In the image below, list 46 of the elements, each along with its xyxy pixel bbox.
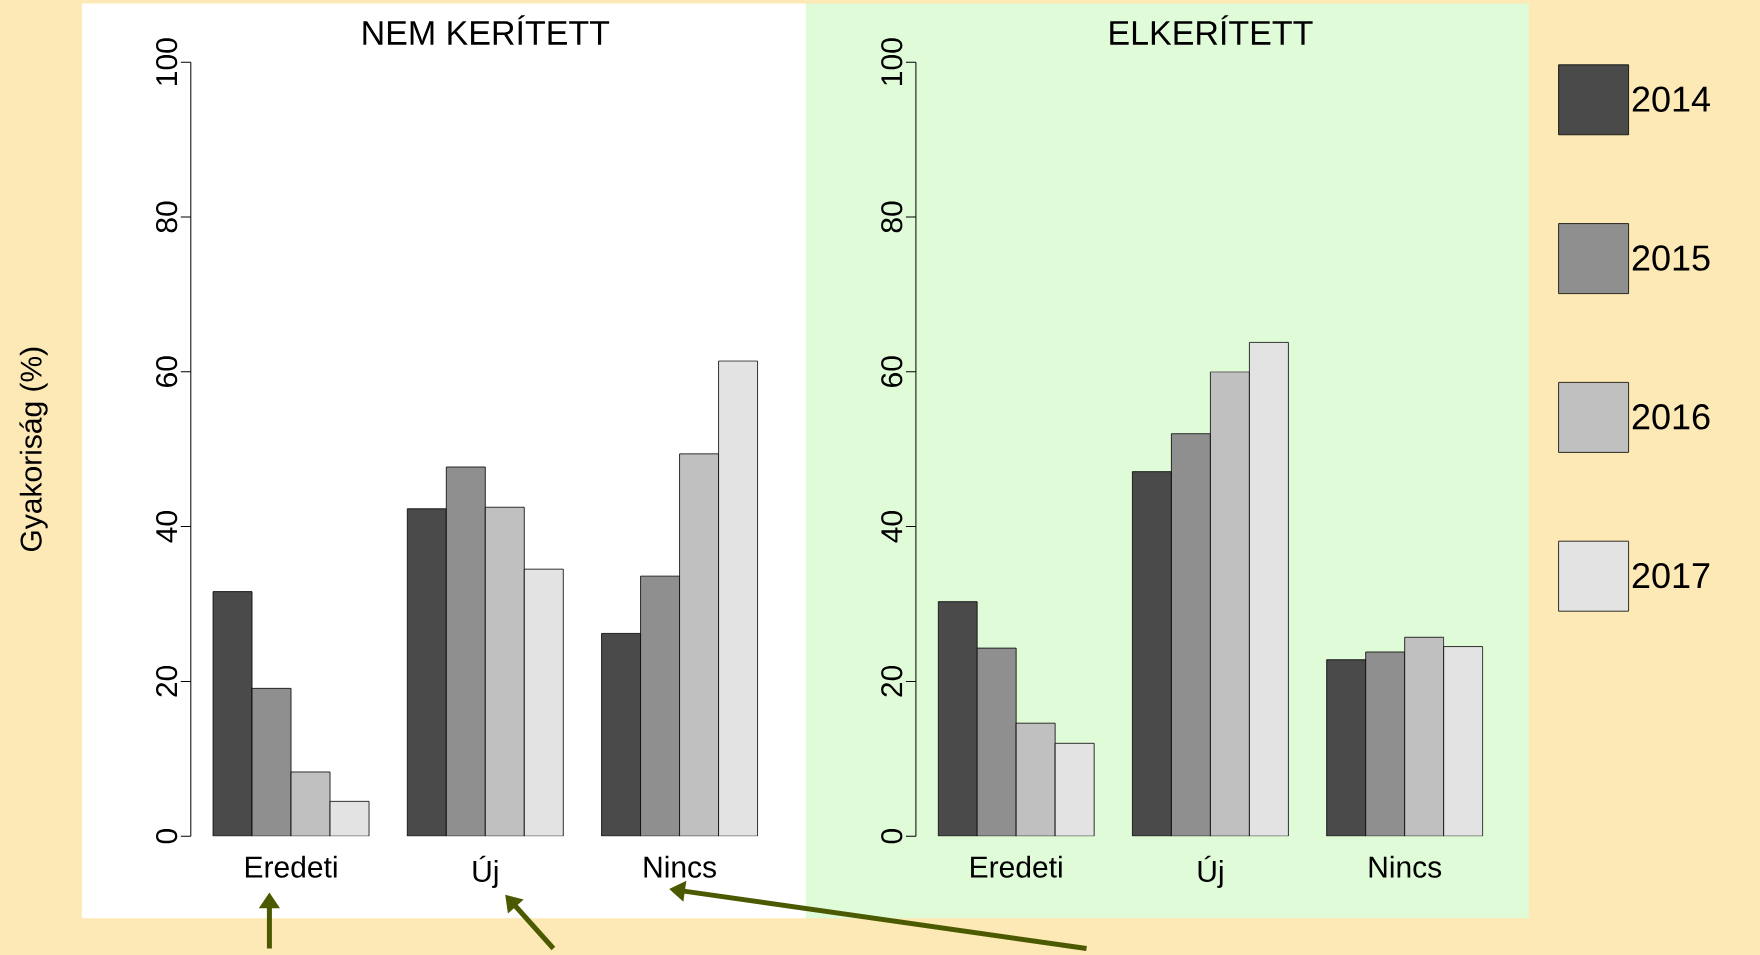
bar: [1365, 651, 1406, 837]
bar: [679, 453, 719, 837]
bar: [640, 575, 680, 837]
bar: [213, 591, 253, 837]
chart-title: NEM KERÍTETT: [363, 15, 610, 45]
legend-label: 2016: [1632, 404, 1710, 430]
y-axis-title: Gyakoriság (%): [19, 347, 48, 552]
bar: [601, 633, 641, 837]
bar: [1443, 646, 1484, 837]
y-tick-label: 100: [881, 38, 903, 85]
bar: [1015, 722, 1056, 837]
y-tick-label: 60: [881, 356, 903, 387]
y-tick-label: 40: [881, 511, 903, 543]
x-tick-label: Eredeti: [971, 855, 1062, 878]
y-tick-label: 20: [156, 665, 178, 697]
y-tick-label: 20: [881, 665, 903, 697]
bar: [524, 569, 564, 837]
y-tick-label: 0: [156, 829, 178, 844]
bar: [1404, 636, 1445, 837]
x-tick-label: Eredeti: [245, 855, 337, 878]
x-tick-label: Új: [473, 855, 498, 888]
bar: [291, 771, 331, 837]
bar: [718, 360, 758, 837]
y-tick-label: 40: [156, 511, 178, 543]
y-tick-label: 100: [156, 38, 178, 85]
bar: [330, 801, 370, 837]
bar: [976, 647, 1017, 837]
chart-title: ELKERÍTETT: [1110, 15, 1313, 45]
x-tick-label: Nincs: [1369, 855, 1442, 878]
bar: [485, 507, 525, 837]
legend-label: 2017: [1632, 562, 1710, 589]
bar: [1249, 341, 1289, 837]
bar: [407, 508, 447, 837]
y-tick-label: 60: [156, 356, 178, 387]
bar: [1210, 371, 1250, 837]
y-tick-label: 0: [881, 829, 903, 844]
x-tick-label: Nincs: [644, 855, 716, 878]
y-tick-label: 80: [881, 201, 903, 233]
legend-label: 2015: [1632, 245, 1710, 271]
x-tick-label: Új: [1198, 855, 1223, 888]
y-tick-label: 80: [156, 201, 178, 233]
bar: [252, 688, 292, 837]
bar: [446, 467, 486, 837]
bar: [1054, 742, 1095, 837]
bar: [1171, 433, 1211, 837]
legend-label: 2014: [1632, 86, 1710, 112]
